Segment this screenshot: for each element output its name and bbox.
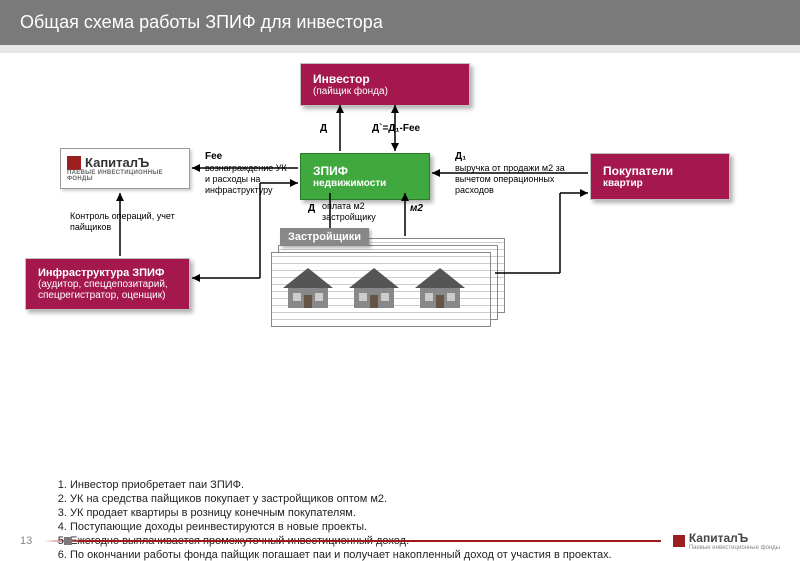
page-title: Общая схема работы ЗПИФ для инвестора: [0, 0, 800, 45]
kapital-brand: КапиталЪ: [85, 155, 149, 170]
footer-logo: КапиталЪ Паевые инвестиционные фонды: [673, 531, 780, 551]
node-infra: Инфраструктура ЗПИФ (аудитор, спецдепози…: [25, 258, 190, 310]
header-divider: [0, 45, 800, 53]
node-zpif-title: ЗПИФ: [313, 164, 348, 178]
page-number: 13: [20, 535, 32, 547]
label-fee-desc: вознаграждение УК и расходы на инфрастру…: [205, 163, 290, 195]
node-buyers-title: Покупатели: [603, 164, 673, 178]
diagram-canvas: Инвестор (пайщик фонда) ЗПИФ недвижимост…: [0, 53, 800, 473]
label-m2: м2: [410, 203, 423, 214]
label-d-right: Д`=Д₁-Fee: [372, 123, 420, 134]
node-kapital: КапиталЪ ПАЕВЫЕ ИНВЕСТИЦИОННЫЕ ФОНДЫ: [60, 148, 190, 189]
node-buyers: Покупатели квартир: [590, 153, 730, 200]
house-icon: [344, 263, 404, 311]
footer-line: [44, 540, 661, 542]
kapital-logo-icon: [67, 156, 81, 170]
label-control: Контроль операций, учет пайщиков: [70, 211, 180, 233]
node-buyers-sub: квартир: [603, 178, 717, 189]
note-item: Инвестор приобретает паи ЗПИФ.: [70, 479, 760, 491]
node-infra-sub: (аудитор, спецдепозитарий, спецрегистрат…: [38, 279, 177, 301]
node-infra-title: Инфраструктура ЗПИФ: [38, 267, 164, 279]
label-d-down: Д: [308, 203, 315, 214]
label-oplata: оплата м2 застройщику: [322, 201, 392, 223]
label-d-left: Д: [320, 123, 327, 134]
kapital-tag: ПАЕВЫЕ ИНВЕСТИЦИОННЫЕ ФОНДЫ: [67, 170, 183, 182]
label-fee: Fee: [205, 151, 222, 162]
note-item: УК продает квартиры в розницу конечным п…: [70, 507, 760, 519]
house-icon: [278, 263, 338, 311]
houses-row: [278, 263, 470, 311]
footer-logo-icon: [673, 535, 685, 547]
note-item: УК на средства пайщиков покупает у застр…: [70, 493, 760, 505]
node-builders-label: Застройщики: [280, 228, 369, 246]
label-d1-desc: выручка от продажи м2 за вычетом операци…: [455, 163, 575, 195]
footer-brand: КапиталЪ: [689, 531, 780, 545]
node-investor-title: Инвестор: [313, 72, 370, 86]
footer: 13 КапиталЪ Паевые инвестиционные фонды: [0, 531, 800, 551]
node-zpif: ЗПИФ недвижимости: [300, 153, 430, 200]
footer-tag: Паевые инвестиционные фонды: [689, 545, 780, 551]
node-zpif-sub: недвижимости: [313, 178, 417, 189]
label-d1: Д₁: [455, 151, 466, 162]
house-icon: [410, 263, 470, 311]
node-investor-sub: (пайщик фонда): [313, 86, 457, 97]
node-investor: Инвестор (пайщик фонда): [300, 63, 470, 106]
